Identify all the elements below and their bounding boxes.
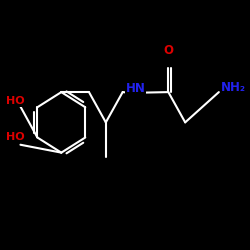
Text: HN: HN (126, 82, 145, 94)
Text: NH₂: NH₂ (221, 81, 246, 94)
Text: HO: HO (6, 96, 25, 106)
Text: HO: HO (6, 132, 25, 142)
Text: O: O (163, 44, 173, 57)
